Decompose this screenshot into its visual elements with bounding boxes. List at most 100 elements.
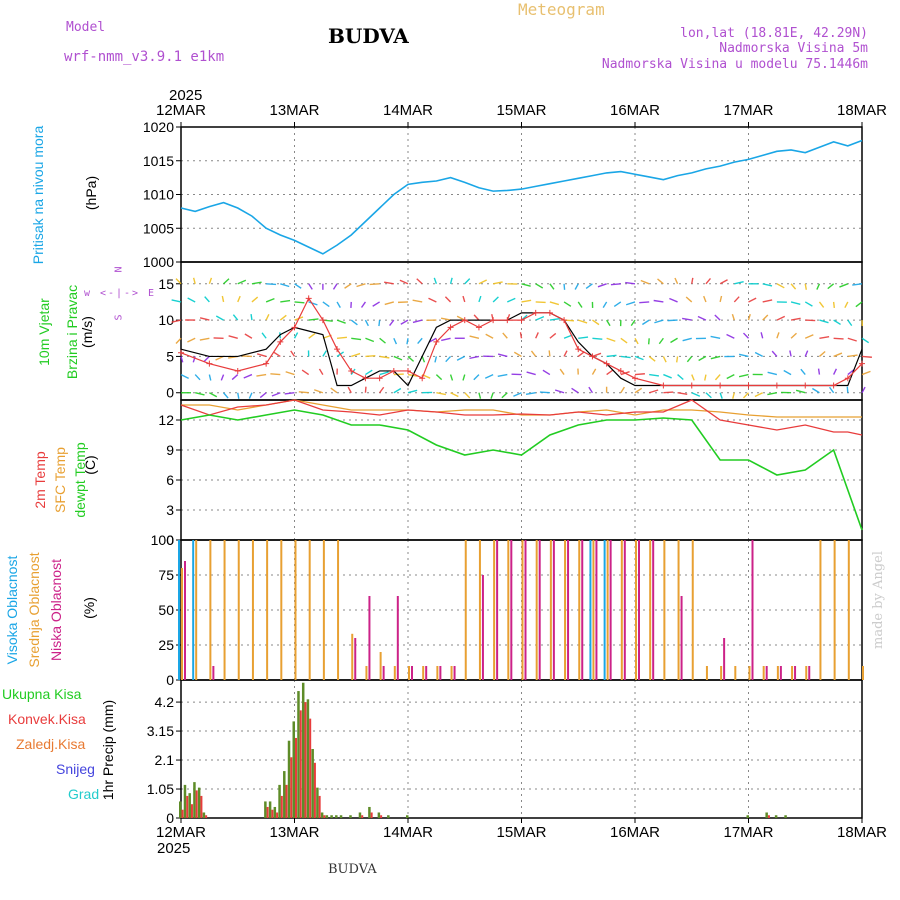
wind-arrow <box>308 318 319 321</box>
wind-arrow <box>237 279 247 285</box>
wind-arrow <box>445 355 452 363</box>
wind-arrow <box>663 373 672 379</box>
compass-west: w <box>84 288 91 299</box>
mid-cloud-bar <box>649 540 652 680</box>
wind-arrow <box>571 387 579 394</box>
wind-arrow <box>171 319 182 323</box>
wind-arrow <box>464 392 471 399</box>
precip-conv-bar <box>186 795 189 818</box>
high-cloud-bar <box>178 540 180 680</box>
wind-speed-marker <box>234 367 241 374</box>
wind-arrow <box>620 337 628 344</box>
wind-arrow <box>833 337 844 340</box>
wind-arrow <box>742 392 750 399</box>
wind-arrow <box>502 332 508 339</box>
wind-arrow <box>790 301 801 305</box>
precip-conv-bar <box>276 812 279 818</box>
wind-arrow <box>231 374 239 381</box>
wind-arrow <box>456 315 466 321</box>
wind-arrow <box>852 283 863 286</box>
wind-arrow <box>478 295 482 303</box>
low-cloud-bar <box>623 540 626 680</box>
precip-total-bar <box>339 815 343 818</box>
low-cloud-bar <box>510 540 513 680</box>
wind-arrow <box>776 283 785 289</box>
wind-arrow <box>473 374 480 381</box>
wind-arrow <box>591 368 597 375</box>
panel-frame <box>180 261 863 401</box>
wind-speed-marker <box>291 324 298 331</box>
y-tick-label: 3 <box>166 502 174 518</box>
wind-arrow <box>804 301 813 307</box>
wind-arrow <box>364 386 367 393</box>
wind-arrow <box>501 392 508 399</box>
wind-arrow <box>861 355 872 358</box>
wind-arrow <box>827 283 835 290</box>
wind-arrow <box>818 301 825 308</box>
wind-arrow <box>592 319 600 326</box>
wind-arrow <box>844 301 849 309</box>
low-cloud-bar <box>524 540 527 680</box>
precip-conv-bar <box>295 737 297 818</box>
footer-station: BUDVA <box>328 862 377 877</box>
wind-arrow <box>625 301 636 306</box>
high-cloud-bar <box>603 540 606 680</box>
wind-arrow <box>336 336 348 339</box>
wind-speed-marker <box>390 367 397 374</box>
precip-conv-bar <box>309 718 312 818</box>
precip-total-bar <box>774 815 778 818</box>
mid-cloud-bar <box>266 540 269 680</box>
wind-arrow <box>719 295 723 303</box>
wind-speed-marker <box>405 367 411 374</box>
wind-arrow <box>492 296 499 303</box>
mid-cloud-bar <box>251 540 254 680</box>
wind-arrow <box>819 319 829 324</box>
precip-total-bar <box>297 691 300 818</box>
low-cloud-bar <box>595 540 598 680</box>
mid-cloud-bar <box>549 540 552 680</box>
wind-arrow <box>393 337 398 345</box>
y-tick-label: 1.05 <box>147 781 174 797</box>
wind-arrow <box>800 368 806 376</box>
precip-conv-bar <box>380 815 383 818</box>
wind-arrow <box>251 281 262 285</box>
wind-arrow <box>705 277 712 285</box>
precip-total-bar <box>264 801 267 818</box>
wind-arrow <box>539 391 550 394</box>
wind-arrow <box>606 319 611 327</box>
x-tick-label-bottom: 13MAR <box>269 824 319 841</box>
wind-arrow <box>818 350 826 357</box>
wind-arrow <box>839 283 849 288</box>
compass-dash-right: - <box>124 288 131 299</box>
wind-arrow <box>658 337 664 345</box>
lonlat-label: lon,lat (18.81E, 42.29N) <box>680 26 868 41</box>
wind-arrow <box>675 356 679 363</box>
wind-arrow <box>535 301 546 304</box>
precip-legend-freezing: Zaledj.Kisa <box>16 736 86 752</box>
wind-arrow <box>606 354 617 358</box>
wind-arrow <box>175 278 182 285</box>
wind-speed-marker <box>518 317 525 324</box>
precip-total-bar <box>197 787 201 818</box>
wind-arrow <box>290 350 296 357</box>
wind-speed-marker <box>475 324 482 331</box>
wind-arrow <box>192 356 196 363</box>
compass-dash-left: - <box>108 288 115 299</box>
wind-arrow <box>578 336 589 339</box>
wind-speed-marker <box>362 375 369 382</box>
mid-cloud-bar <box>691 540 694 680</box>
precip-total-bar <box>179 801 182 818</box>
high-cloud-bar <box>192 540 195 680</box>
wind-arrow <box>351 352 361 358</box>
compass-arrow-left: < <box>100 288 107 299</box>
wind-arrow <box>379 337 386 344</box>
wind-arrow <box>519 332 523 339</box>
y-tick-label: 10 <box>158 312 174 328</box>
wind-arrow <box>280 299 291 303</box>
mid-cloud-bar <box>351 633 354 680</box>
precip-total-bar <box>377 812 381 818</box>
precip-total-bar <box>183 784 187 818</box>
wind-arrow <box>588 386 594 394</box>
wind-arrow <box>804 334 814 339</box>
